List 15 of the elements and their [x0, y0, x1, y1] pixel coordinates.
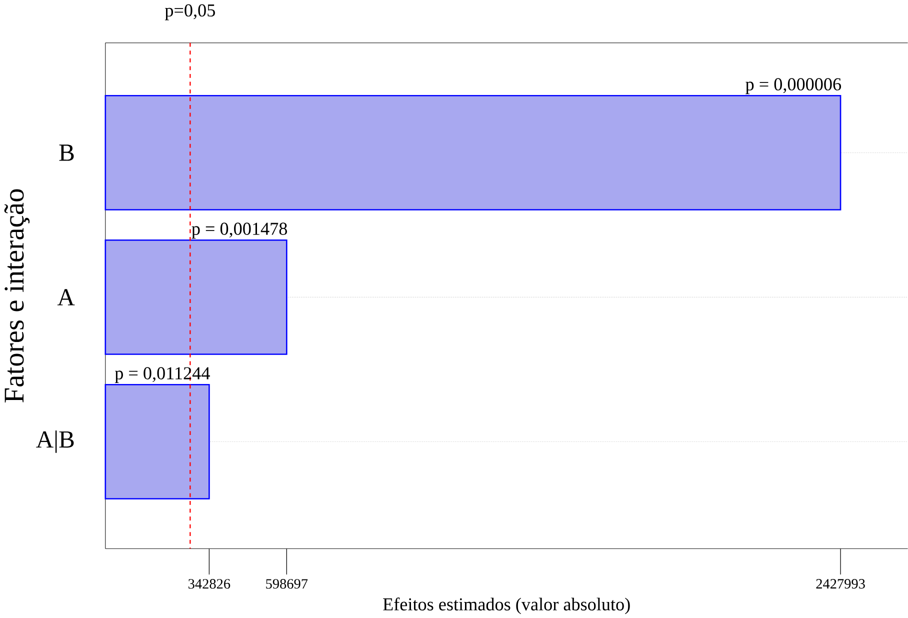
bar: [104, 94, 842, 210]
y-tick-label: A|B: [36, 430, 74, 453]
y-axis-title: Fatores e interação: [4, 189, 30, 402]
annotation: p = 0,011244: [114, 366, 210, 383]
bar: [104, 384, 210, 500]
x-tick-label: 342826: [188, 578, 230, 588]
x-tick-label: 2427993: [816, 578, 865, 588]
text: p=0,05: [164, 4, 215, 20]
x-axis-title: Efeitos estimados (valor absoluto): [383, 597, 630, 614]
bar: [104, 239, 288, 355]
annotation: p = 0,000006: [746, 78, 842, 94]
annotation: p = 0,001478: [192, 222, 287, 238]
x-tick-label: 598697: [266, 578, 308, 588]
y-tick-label: B: [59, 144, 74, 161]
y-tick-label: A: [57, 288, 75, 306]
